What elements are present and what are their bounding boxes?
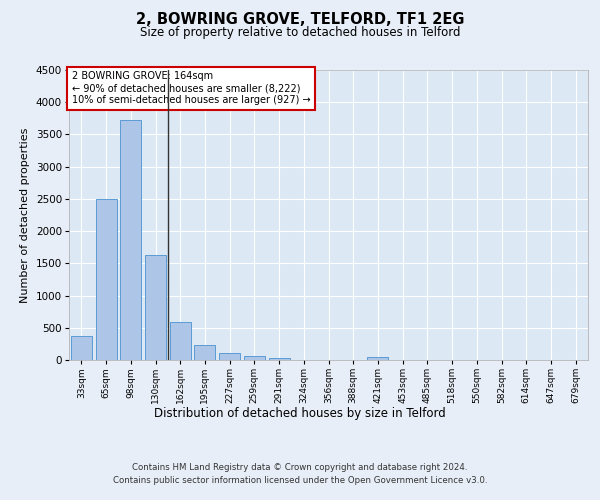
Text: Contains public sector information licensed under the Open Government Licence v3: Contains public sector information licen… [113, 476, 487, 485]
Y-axis label: Number of detached properties: Number of detached properties [20, 128, 30, 302]
Bar [219, 353, 240, 360]
Bar [145, 255, 166, 360]
Text: Distribution of detached houses by size in Telford: Distribution of detached houses by size … [154, 408, 446, 420]
Bar [95, 199, 116, 360]
Text: 2 BOWRING GROVE: 164sqm
← 90% of detached houses are smaller (8,222)
10% of semi: 2 BOWRING GROVE: 164sqm ← 90% of detache… [71, 72, 310, 104]
Text: Contains HM Land Registry data © Crown copyright and database right 2024.: Contains HM Land Registry data © Crown c… [132, 462, 468, 471]
Bar [244, 356, 265, 360]
Text: 2, BOWRING GROVE, TELFORD, TF1 2EG: 2, BOWRING GROVE, TELFORD, TF1 2EG [136, 12, 464, 28]
Bar [71, 336, 92, 360]
Text: Size of property relative to detached houses in Telford: Size of property relative to detached ho… [140, 26, 460, 39]
Bar [269, 358, 290, 360]
Bar [367, 357, 388, 360]
Bar [170, 322, 191, 360]
Bar [194, 345, 215, 360]
Bar [120, 120, 141, 360]
